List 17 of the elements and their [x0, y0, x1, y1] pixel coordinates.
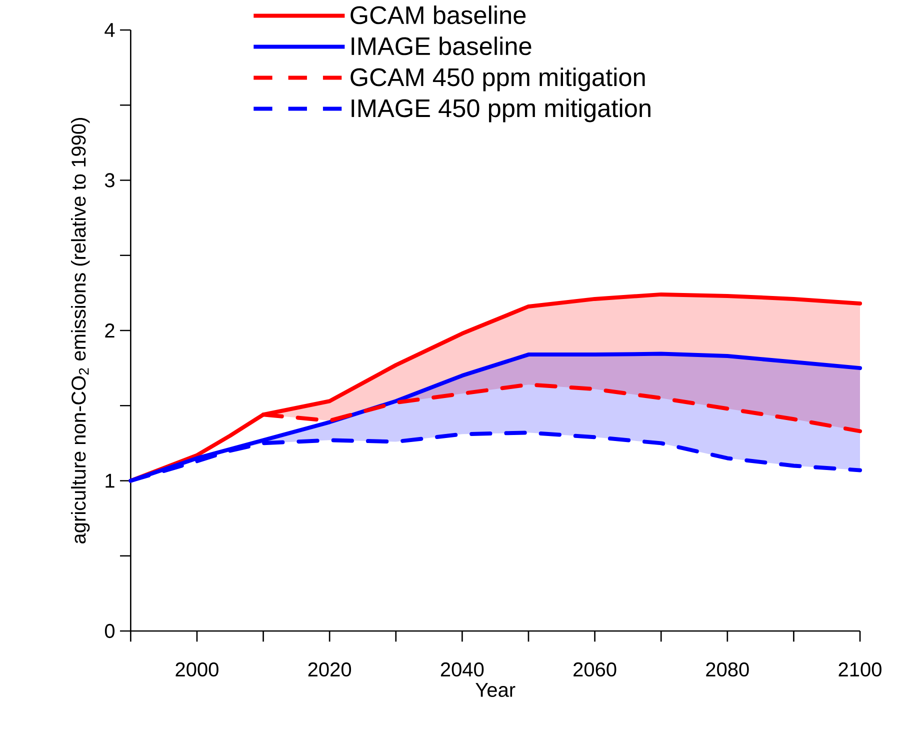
y-tick-label: 1	[106, 474, 114, 488]
x-tick-label: 2020	[308, 662, 352, 677]
x-tick-label: 2080	[706, 662, 749, 677]
x-tick-label: 2000	[176, 662, 218, 677]
y-tick-label: 4	[104, 23, 115, 37]
y-tick-label: 0	[104, 624, 115, 638]
y-tick-label: 3	[104, 173, 114, 188]
x-tick-label: 2040	[440, 662, 484, 677]
y-axis-title: agriculture non-CO$_{2}$ emissions (relative to 1990)	[71, 118, 90, 544]
legend-label: IMAGE 450 ppm mitigation	[352, 98, 650, 122]
legend-label: GCAM baseline	[350, 6, 526, 24]
legend-label: IMAGE baseline	[352, 36, 532, 56]
y-tick-label: 2	[105, 324, 114, 338]
x-tick-label: 2100	[838, 662, 882, 677]
legend-label: GCAM 450 ppm mitigation	[350, 68, 645, 92]
x-axis-title: Year	[476, 683, 516, 697]
x-tick-label: 2060	[574, 662, 616, 677]
